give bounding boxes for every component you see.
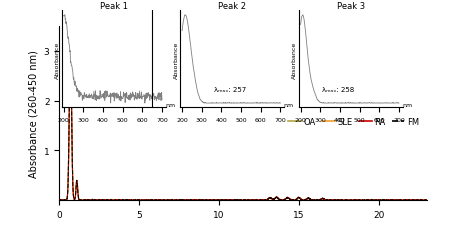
Title: Peak 2: Peak 2: [218, 2, 246, 11]
Text: λₘₐₓ: 258: λₘₐₓ: 258: [322, 87, 355, 93]
X-axis label: Time (min): Time (min): [216, 224, 270, 225]
Title: Peak 1: Peak 1: [100, 2, 128, 11]
Title: Peak 3: Peak 3: [337, 2, 365, 11]
Y-axis label: Absorbance: Absorbance: [174, 41, 179, 78]
Y-axis label: Absorbance: Absorbance: [292, 41, 297, 78]
Legend: OA, SLE, RA, FM: OA, SLE, RA, FM: [285, 115, 422, 130]
Y-axis label: Absorbance (260-450 nm): Absorbance (260-450 nm): [28, 50, 38, 177]
Y-axis label: Absorbance: Absorbance: [55, 41, 60, 78]
Text: nm: nm: [165, 103, 175, 108]
Text: nm: nm: [283, 103, 293, 108]
Text: nm: nm: [402, 103, 412, 108]
Text: λₘₐₓ: 257: λₘₐₓ: 257: [214, 86, 246, 92]
